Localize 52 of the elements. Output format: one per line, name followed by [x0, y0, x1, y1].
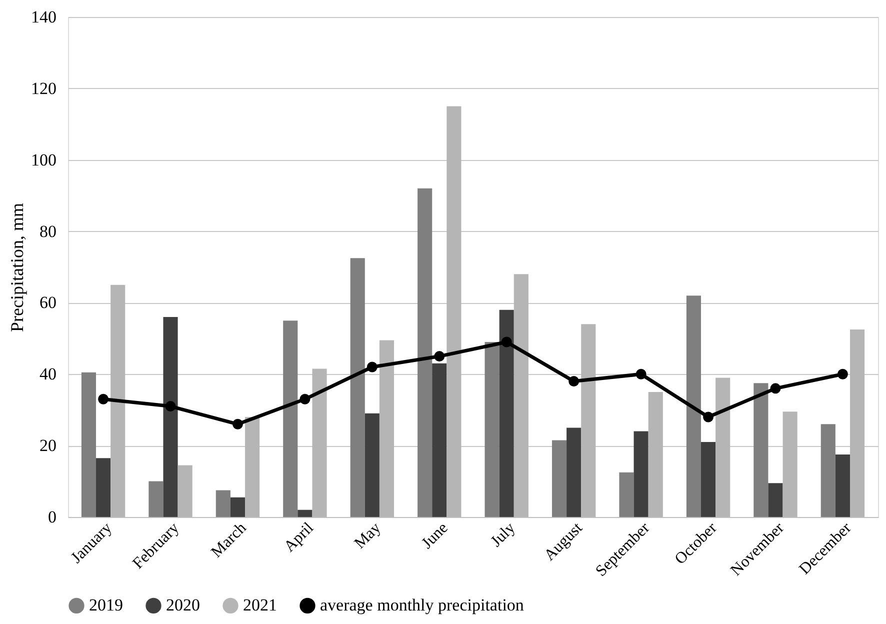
- bar: [283, 320, 298, 517]
- bar: [835, 454, 850, 517]
- x-tick-label: July: [488, 520, 519, 550]
- y-tick-label: 100: [31, 150, 56, 170]
- y-tick-label: 140: [31, 8, 56, 26]
- y-tick-label: 20: [40, 436, 56, 456]
- point: [434, 351, 445, 362]
- bar: [148, 481, 164, 517]
- x-tick-label: June: [418, 520, 452, 552]
- bar: [432, 363, 447, 517]
- bar: [96, 458, 111, 517]
- bar: [364, 413, 380, 517]
- bar: [216, 490, 230, 517]
- bar: [298, 510, 312, 517]
- bar: [820, 424, 836, 517]
- point: [636, 368, 646, 380]
- x-tick-label: May: [351, 520, 384, 552]
- bar: [230, 497, 246, 517]
- bar: [484, 342, 500, 517]
- bar: [619, 472, 634, 517]
- legend-label: 2021: [243, 596, 277, 615]
- bar: [163, 317, 178, 517]
- point: [837, 368, 848, 380]
- y-tick-label: 60: [40, 293, 56, 312]
- bar: [81, 372, 96, 517]
- point: [501, 336, 512, 348]
- bar: [768, 483, 783, 517]
- bar: [552, 440, 567, 517]
- point: [703, 412, 714, 422]
- bar: [418, 188, 432, 517]
- legend-label: average monthly precipitation: [320, 596, 524, 615]
- point: [366, 362, 378, 372]
- point: [232, 418, 243, 430]
- legend-label: 2020: [166, 596, 200, 615]
- bar: [350, 258, 365, 517]
- bar: [754, 383, 768, 517]
- point: [568, 376, 580, 387]
- y-tick-label: 80: [40, 222, 56, 241]
- point: [770, 383, 781, 394]
- bar: [634, 431, 648, 517]
- legend-label: 2019: [89, 596, 123, 615]
- y-axis-title: Precipitation, mm: [7, 203, 27, 332]
- bar: [686, 296, 701, 517]
- point: [165, 401, 176, 412]
- bar: [499, 310, 514, 517]
- bar: [700, 442, 716, 517]
- point: [300, 394, 310, 404]
- point: [98, 394, 109, 404]
- y-tick-label: 40: [40, 364, 56, 384]
- y-tick-label: 120: [31, 78, 56, 98]
- y-tick-label: 0: [48, 508, 56, 526]
- bar: [566, 428, 582, 517]
